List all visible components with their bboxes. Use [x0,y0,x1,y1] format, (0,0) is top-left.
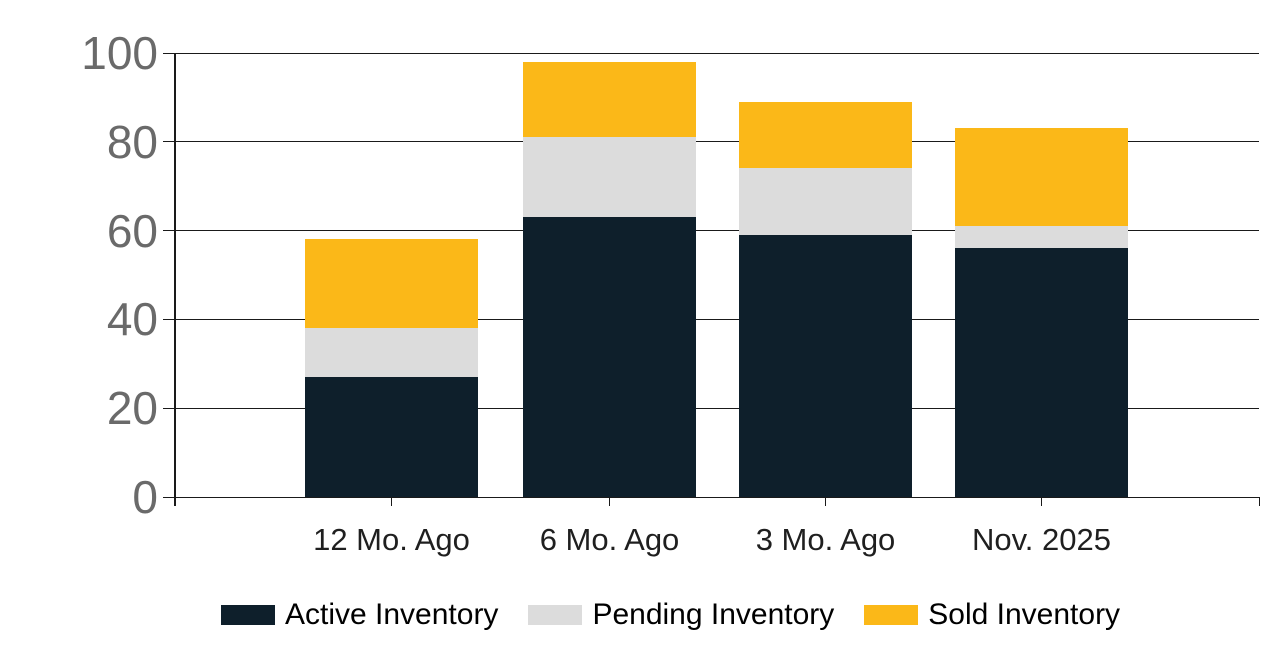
legend-label: Active Inventory [285,598,499,631]
y-axis-tick-label: 0 [132,471,158,523]
x-axis-tick [174,497,176,506]
bar-segment-pending-inventory [305,328,478,378]
bar-segment-active-inventory [739,235,912,497]
y-axis-line [174,53,176,506]
legend-swatch-active-inventory [221,605,275,625]
y-axis-tick [163,496,175,498]
x-axis-tick [391,497,392,506]
bar-segment-active-inventory [955,248,1128,497]
bar-segment-sold-inventory [523,61,696,138]
bar-segment-active-inventory [523,217,696,497]
y-axis-tick [163,407,175,409]
y-axis-tick [163,52,175,54]
y-axis-tick-label: 20 [106,382,158,435]
x-axis-baseline [175,496,1259,498]
y-axis-tick-label: 100 [81,27,158,79]
y-axis-tick-label: 40 [106,293,158,346]
x-axis-category-label: Nov. 2025 [971,522,1111,557]
x-axis-category-label: 6 Mo. Ago [539,522,680,557]
legend-label: Pending Inventory [592,598,835,631]
y-axis-tick [163,141,175,143]
bar-segment-pending-inventory [955,226,1128,249]
y-axis-tick [163,318,175,320]
bar-segment-sold-inventory [739,101,912,169]
y-axis-tick [163,230,175,232]
legend-item-active-inventory: Active Inventory [221,600,498,630]
legend: Active Inventory Pending Inventory Sold In… [221,598,1120,632]
gridline [175,52,1259,54]
y-axis-tick-label: 60 [106,204,158,257]
bar-segment-pending-inventory [739,168,912,236]
legend-item-sold-inventory: Sold Inventory [864,600,1120,630]
bar-segment-active-inventory [305,377,478,497]
gridline [175,141,1259,143]
legend-swatch-pending-inventory [528,605,583,625]
x-axis-tick [1041,497,1042,506]
bar-segment-pending-inventory [523,137,696,218]
x-axis-tick [825,497,826,506]
x-axis-tick [1258,497,1260,506]
gridline [175,318,1259,320]
legend-item-pending-inventory: Pending Inventory [528,600,834,630]
bar-segment-sold-inventory [955,128,1128,227]
legend-swatch-sold-inventory [864,605,919,625]
gridline [175,230,1259,232]
legend-label: Sold Inventory [928,598,1121,631]
gridline [175,407,1259,409]
x-axis-category-label: 12 Mo. Ago [313,522,470,557]
x-axis-tick [609,497,610,506]
x-axis-category-label: 3 Mo. Ago [755,522,896,557]
y-axis-tick-label: 80 [106,115,158,168]
bar-segment-sold-inventory [305,239,478,329]
